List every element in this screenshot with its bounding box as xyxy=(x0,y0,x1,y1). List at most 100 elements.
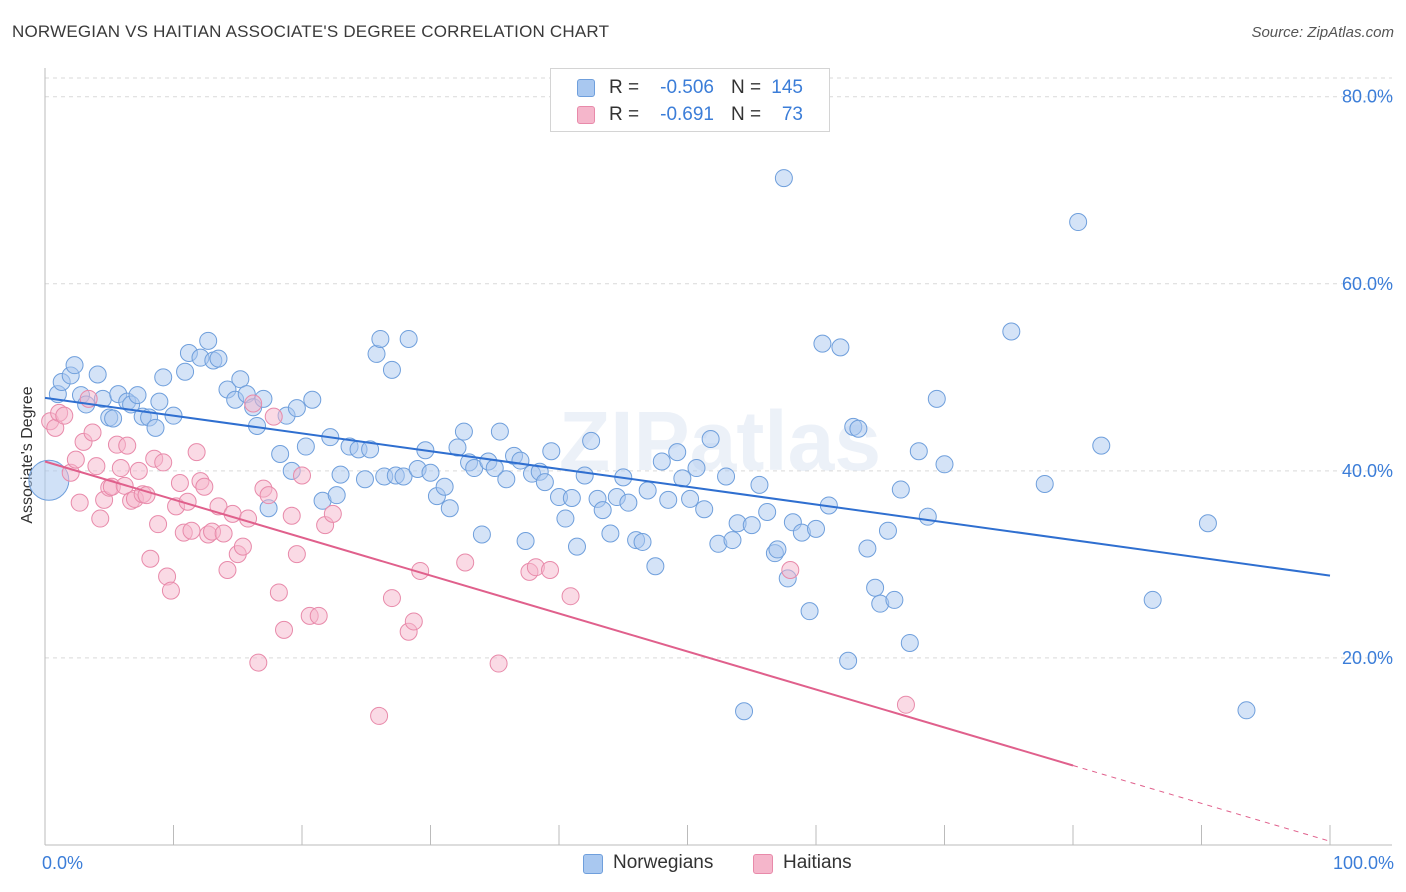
point-norwegians xyxy=(633,532,652,551)
point-norwegians xyxy=(1002,322,1021,341)
legend-swatch-haitians xyxy=(753,854,773,874)
point-haitians xyxy=(154,453,173,472)
point-norwegians xyxy=(659,490,678,509)
point-norwegians xyxy=(542,442,561,461)
point-haitians xyxy=(287,545,306,564)
point-norwegians xyxy=(866,578,885,597)
point-haitians xyxy=(111,459,130,478)
point-norwegians xyxy=(472,525,491,544)
point-haitians xyxy=(781,561,800,580)
point-norwegians xyxy=(448,438,467,457)
point-haitians xyxy=(195,477,214,496)
point-norwegians xyxy=(918,507,937,526)
point-norwegians xyxy=(231,370,250,389)
point-haitians xyxy=(269,583,288,602)
point-norwegians xyxy=(774,169,793,188)
legend-n-label: N = xyxy=(731,77,762,98)
point-norwegians xyxy=(361,440,380,459)
x-tick-label-max: 100.0% xyxy=(1333,853,1394,873)
point-haitians xyxy=(259,486,278,505)
point-norwegians xyxy=(601,524,620,543)
point-norwegians xyxy=(646,557,665,576)
point-norwegians xyxy=(900,633,919,652)
point-haitians xyxy=(896,695,915,714)
point-norwegians xyxy=(652,452,671,471)
legend-swatch-norwegians xyxy=(583,854,603,874)
point-norwegians xyxy=(128,386,147,405)
point-norwegians xyxy=(146,418,165,437)
point-haitians xyxy=(561,587,580,606)
point-haitians xyxy=(323,504,342,523)
point-norwegians xyxy=(831,338,850,357)
point-haitians xyxy=(214,524,233,543)
legend-row-haitians: R = -0.691 N = 73 xyxy=(551,102,829,126)
point-norwegians xyxy=(750,475,769,494)
point-haitians xyxy=(87,457,106,476)
point-norwegians xyxy=(382,360,401,379)
point-norwegians xyxy=(687,459,706,478)
point-norwegians xyxy=(367,344,386,363)
legend-r-value: -0.691 xyxy=(660,104,714,125)
point-norwegians xyxy=(65,356,84,375)
legend-n-value: 145 xyxy=(771,77,803,98)
tick-labels: 20.0% 40.0% 60.0% 80.0% 0.0% 100.0% xyxy=(42,87,1394,873)
point-norwegians xyxy=(593,501,612,520)
legend-r-label: R = xyxy=(609,104,640,125)
point-haitians xyxy=(223,504,242,523)
point-haitians xyxy=(170,474,189,493)
point-norwegians xyxy=(909,442,928,461)
point-norwegians xyxy=(1035,474,1054,493)
point-haitians xyxy=(129,461,148,480)
point-norwegians xyxy=(839,651,858,670)
x-tick-label-min: 0.0% xyxy=(42,853,83,873)
point-haitians xyxy=(309,606,328,625)
point-haitians xyxy=(541,561,560,580)
point-haitians xyxy=(182,521,201,540)
point-norwegians xyxy=(199,331,218,350)
point-haitians xyxy=(55,406,74,425)
point-norwegians xyxy=(327,486,346,505)
legend-swatch-norwegians xyxy=(577,79,595,97)
point-haitians xyxy=(275,620,294,639)
point-haitians xyxy=(187,443,206,462)
point-haitians xyxy=(149,515,168,534)
grid-lines xyxy=(45,77,1392,659)
point-haitians xyxy=(218,561,237,580)
point-norwegians xyxy=(435,477,454,496)
point-norwegians xyxy=(742,516,761,535)
point-norwegians xyxy=(150,392,169,411)
trend-line-haitians-extension xyxy=(1072,765,1331,842)
point-norwegians xyxy=(303,390,322,409)
point-haitians xyxy=(239,509,258,528)
legend-swatch-haitians xyxy=(577,106,595,124)
y-tick-label: 20.0% xyxy=(1342,648,1393,668)
point-norwegians xyxy=(331,465,350,484)
point-haitians xyxy=(244,394,263,413)
trend-line-norwegians xyxy=(44,396,1331,577)
point-norwegians xyxy=(454,422,473,441)
point-norwegians xyxy=(562,488,581,507)
point-norwegians xyxy=(1092,436,1111,455)
point-haitians xyxy=(404,612,423,631)
point-haitians xyxy=(264,407,283,426)
point-haitians xyxy=(293,466,311,485)
legend-r-label: R = xyxy=(609,77,640,98)
point-norwegians xyxy=(878,521,897,540)
point-haitians xyxy=(91,509,110,528)
legend-row-norwegians: R = -0.506 N = 145 xyxy=(551,75,829,99)
point-norwegians xyxy=(287,399,306,418)
point-norwegians xyxy=(723,531,742,550)
point-norwegians xyxy=(371,329,390,348)
point-haitians xyxy=(370,706,389,725)
point-norwegians xyxy=(104,409,123,428)
point-norwegians xyxy=(1069,213,1088,232)
point-norwegians xyxy=(355,470,374,489)
point-norwegians xyxy=(891,480,910,499)
point-norwegians xyxy=(440,499,459,518)
point-norwegians xyxy=(768,540,787,559)
point-norwegians xyxy=(176,362,195,381)
point-norwegians xyxy=(927,389,946,408)
point-norwegians xyxy=(935,455,954,474)
point-norwegians xyxy=(717,467,736,486)
legend-label-norwegians: Norwegians xyxy=(613,852,714,873)
